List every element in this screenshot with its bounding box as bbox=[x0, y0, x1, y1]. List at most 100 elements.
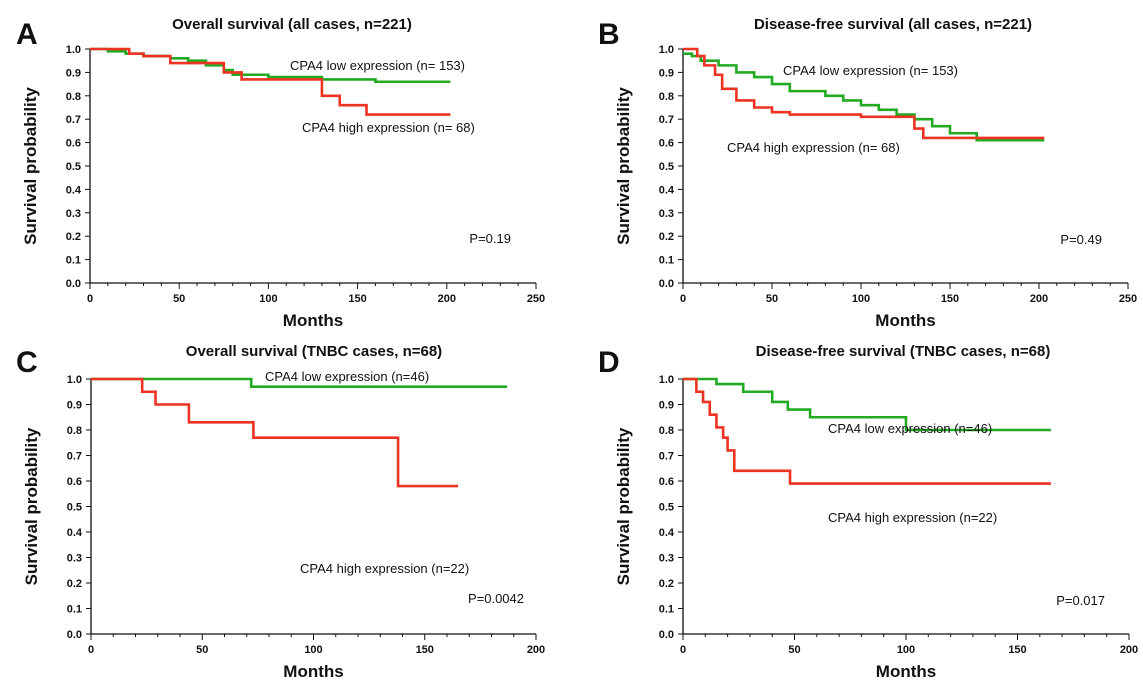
panel-c-series-low-label: CPA4 low expression (n=46) bbox=[265, 369, 429, 384]
panel-b-y-tick-label: 0.7 bbox=[659, 114, 674, 126]
panel-b-series-high-expression-line bbox=[683, 47, 1045, 140]
panel-c-series-high-label: CPA4 high expression (n=22) bbox=[300, 561, 469, 576]
panel-c-y-tick-label: 0.7 bbox=[67, 451, 82, 463]
panel-b-p-value: P=0.49 bbox=[1060, 232, 1102, 247]
panel-c-y-tick-label: 0.9 bbox=[67, 400, 82, 412]
panel-b-y-tick-label: 0.0 bbox=[659, 278, 674, 290]
panel-c-y-tick-label: 0.4 bbox=[67, 527, 83, 539]
panel-a-x-tick-label: 0 bbox=[87, 293, 93, 305]
panel-a-x-tick-label: 250 bbox=[527, 293, 545, 305]
panel-d-series-low-label: CPA4 low expression (n=46) bbox=[828, 421, 992, 436]
panel-a-series-high-expression-line bbox=[90, 47, 451, 116]
panel-a-x-tick-label: 50 bbox=[173, 293, 185, 305]
panel-c-y-tick-label: 0.2 bbox=[67, 578, 82, 590]
panel-a-series-low-label: CPA4 low expression (n= 153) bbox=[290, 58, 465, 73]
panel-a-x-tick-label: 100 bbox=[259, 293, 277, 305]
panel-c-x-tick-label: 0 bbox=[88, 644, 94, 656]
panel-a-y-tick-label: 0.8 bbox=[66, 91, 81, 103]
panel-d-y-tick-label: 0.1 bbox=[659, 604, 674, 616]
panel-c-letter: C bbox=[16, 346, 38, 379]
panel-b: B Disease-free survival (all cases, n=221… bbox=[598, 16, 1137, 330]
panel-a-y-tick-label: 0.7 bbox=[66, 114, 81, 126]
panel-c-x-tick-label: 200 bbox=[527, 644, 545, 656]
panel-a-y-tick-label: 0.1 bbox=[66, 255, 81, 267]
panel-b-y-tick-label: 0.8 bbox=[659, 91, 674, 103]
panel-c-series-high-expression-line bbox=[91, 377, 459, 488]
panel-a-y-tick-label: 0.0 bbox=[66, 278, 81, 290]
panel-d-y-tick-label: 0.4 bbox=[659, 527, 675, 539]
panel-a-y-tick-label: 1.0 bbox=[66, 44, 81, 56]
panel-c-x-axis-label: Months bbox=[283, 662, 343, 681]
panel-d-x-tick-label: 100 bbox=[897, 644, 915, 656]
panel-c-y-tick-label: 0.8 bbox=[67, 425, 82, 437]
panel-b-y-tick-label: 0.9 bbox=[659, 67, 674, 79]
panel-b-letter: B bbox=[598, 18, 620, 51]
panel-a: A Overall survival (all cases, n=221) 0 50 1… bbox=[16, 16, 545, 330]
panel-a-y-tick-label: 0.6 bbox=[66, 138, 81, 150]
panel-a-title: Overall survival (all cases, n=221) bbox=[172, 16, 412, 33]
panel-d-x-tick-label: 200 bbox=[1120, 644, 1138, 656]
panel-c-y-axis-label: Survival probability bbox=[22, 427, 41, 585]
panel-a-y-tick-label: 0.2 bbox=[66, 231, 81, 243]
panel-d-x-tick-label: 150 bbox=[1008, 644, 1026, 656]
panel-c-y-tick-label: 0.5 bbox=[67, 502, 82, 514]
panel-b-x-tick-label: 50 bbox=[766, 293, 778, 305]
panel-c-x-tick-label: 150 bbox=[416, 644, 434, 656]
panel-a-x-tick-label: 150 bbox=[348, 293, 366, 305]
panel-c-y-tick-label: 0.6 bbox=[67, 476, 82, 488]
panel-a-x-tick-label: 200 bbox=[438, 293, 456, 305]
panel-d-y-tick-label: 0.6 bbox=[659, 476, 674, 488]
panel-c-title: Overall survival (TNBC cases, n=68) bbox=[186, 343, 442, 360]
panel-d-title: Disease-free survival (TNBC cases, n=68) bbox=[756, 343, 1051, 360]
panel-d-y-tick-label: 0.3 bbox=[659, 553, 674, 565]
panel-a-y-tick-label: 0.5 bbox=[66, 161, 81, 173]
panel-c-y-tick-label: 0.3 bbox=[67, 553, 82, 565]
panel-c: C Overall survival (TNBC cases, n=68) 0 50 1… bbox=[16, 343, 545, 681]
panel-d-series-high-label: CPA4 high expression (n=22) bbox=[828, 510, 997, 525]
panel-b-x-tick-label: 200 bbox=[1030, 293, 1048, 305]
panel-c-y-tick-label: 1.0 bbox=[67, 374, 82, 386]
panel-a-letter: A bbox=[16, 18, 38, 51]
panel-a-p-value: P=0.19 bbox=[469, 231, 511, 246]
panel-a-y-tick-label: 0.3 bbox=[66, 208, 81, 220]
panel-b-series-high-label: CPA4 high expression (n= 68) bbox=[727, 140, 900, 155]
panel-b-x-tick-label: 150 bbox=[941, 293, 959, 305]
panel-d-y-tick-label: 0.5 bbox=[659, 502, 674, 514]
panel-b-y-tick-label: 0.6 bbox=[659, 138, 674, 150]
panel-b-x-tick-label: 250 bbox=[1119, 293, 1137, 305]
panel-d-y-axis-label: Survival probability bbox=[614, 427, 633, 585]
panel-a-y-tick-label: 0.9 bbox=[66, 67, 81, 79]
panel-b-series-low-label: CPA4 low expression (n= 153) bbox=[783, 63, 958, 78]
panel-d-y-tick-label: 0.7 bbox=[659, 451, 674, 463]
panel-d-series-high-expression-line bbox=[683, 377, 1051, 485]
panel-d-x-axis-label: Months bbox=[876, 662, 936, 681]
panel-b-y-tick-label: 1.0 bbox=[659, 44, 674, 56]
panel-b-y-tick-label: 0.5 bbox=[659, 161, 674, 173]
panel-d: D Disease-free survival (TNBC cases, n=68… bbox=[598, 343, 1138, 681]
panel-d-y-tick-label: 1.0 bbox=[659, 374, 674, 386]
panel-b-y-axis-label: Survival probability bbox=[614, 87, 633, 245]
panel-c-x-tick-label: 50 bbox=[196, 644, 208, 656]
panel-b-title: Disease-free survival (all cases, n=221) bbox=[754, 16, 1032, 33]
panel-c-series-low-expression-line bbox=[91, 377, 508, 388]
panel-c-y-tick-label: 0.1 bbox=[67, 604, 82, 616]
panel-d-y-tick-label: 0.8 bbox=[659, 425, 674, 437]
panel-d-p-value: P=0.017 bbox=[1056, 593, 1105, 608]
panel-b-y-tick-label: 0.3 bbox=[659, 208, 674, 220]
panel-d-y-tick-label: 0.9 bbox=[659, 400, 674, 412]
panel-b-x-tick-label: 100 bbox=[852, 293, 870, 305]
panel-c-y-tick-label: 0.0 bbox=[67, 629, 82, 641]
panel-a-x-axis-label: Months bbox=[283, 311, 343, 330]
panel-c-p-value: P=0.0042 bbox=[468, 591, 524, 606]
panel-b-x-axis-label: Months bbox=[875, 311, 935, 330]
panel-a-y-axis-label: Survival probability bbox=[21, 87, 40, 245]
panel-b-y-tick-label: 0.1 bbox=[659, 255, 674, 267]
panel-d-series-low-expression-line bbox=[683, 377, 1051, 432]
panel-b-series-low-expression-line bbox=[683, 52, 1045, 142]
panel-c-x-tick-label: 100 bbox=[304, 644, 322, 656]
panel-b-y-tick-label: 0.2 bbox=[659, 231, 674, 243]
panel-a-series-high-label: CPA4 high expression (n= 68) bbox=[302, 120, 475, 135]
panel-d-letter: D bbox=[598, 346, 620, 379]
panel-b-y-tick-label: 0.4 bbox=[659, 184, 675, 196]
